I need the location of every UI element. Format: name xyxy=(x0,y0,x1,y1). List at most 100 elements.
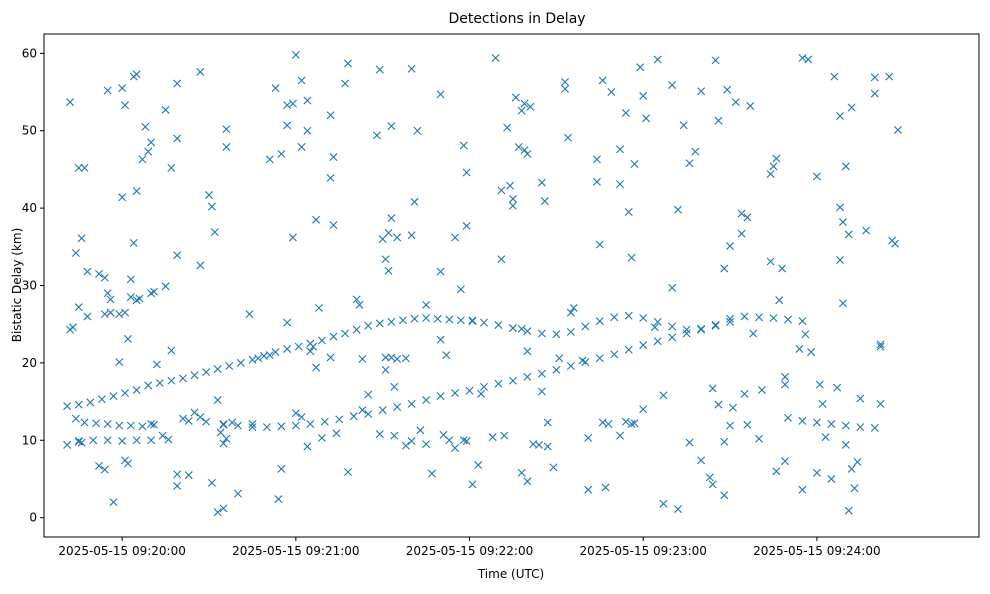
data-point xyxy=(838,218,847,227)
data-point xyxy=(459,141,468,150)
data-point xyxy=(74,437,83,446)
data-point xyxy=(297,142,306,151)
data-point xyxy=(398,316,407,325)
data-point xyxy=(555,354,564,363)
data-point xyxy=(147,436,156,445)
data-point xyxy=(384,228,393,237)
y-tick-label: 60 xyxy=(22,46,37,60)
data-point xyxy=(668,322,677,331)
data-point xyxy=(219,439,228,448)
data-point xyxy=(129,238,138,247)
data-point xyxy=(781,380,790,389)
data-point xyxy=(413,126,422,135)
data-point xyxy=(138,155,147,164)
data-point xyxy=(343,59,352,68)
data-point xyxy=(592,177,601,186)
x-tick-label: 2025-05-15 09:22:00 xyxy=(406,544,533,558)
data-point xyxy=(841,162,850,171)
data-point xyxy=(520,146,529,155)
data-point xyxy=(480,382,488,391)
data-point xyxy=(459,436,468,445)
data-point xyxy=(225,361,234,370)
data-point xyxy=(109,392,118,401)
data-point xyxy=(566,361,575,370)
data-point xyxy=(260,351,268,360)
data-point xyxy=(639,405,648,414)
data-point xyxy=(494,379,503,388)
data-point xyxy=(876,342,885,351)
data-point xyxy=(436,335,445,344)
data-point xyxy=(537,329,546,338)
data-point xyxy=(147,420,156,429)
data-point xyxy=(775,296,784,305)
data-point xyxy=(132,385,141,394)
data-point xyxy=(184,416,193,425)
data-point xyxy=(856,423,865,432)
data-point xyxy=(173,470,182,479)
data-point xyxy=(616,431,625,440)
data-point xyxy=(529,440,538,449)
data-point xyxy=(77,234,86,243)
data-point xyxy=(375,319,384,328)
data-point xyxy=(798,317,807,326)
data-point xyxy=(566,308,575,317)
data-point xyxy=(798,416,807,425)
data-point xyxy=(456,316,465,325)
data-point xyxy=(818,399,827,408)
data-point xyxy=(222,434,231,443)
data-point xyxy=(746,101,755,110)
data-point xyxy=(740,389,749,398)
data-point xyxy=(190,371,199,380)
data-point xyxy=(121,389,130,398)
data-point xyxy=(624,207,633,216)
data-point xyxy=(95,461,103,470)
data-point xyxy=(248,423,257,432)
data-point xyxy=(668,81,677,90)
data-point xyxy=(329,153,338,162)
data-point xyxy=(679,121,688,130)
data-point xyxy=(601,483,610,492)
data-point xyxy=(697,87,706,96)
data-point xyxy=(341,329,350,338)
data-point xyxy=(650,323,659,332)
data-point xyxy=(297,413,306,422)
data-point xyxy=(100,465,109,474)
data-point xyxy=(772,467,781,476)
data-point xyxy=(604,420,613,429)
data-point xyxy=(387,317,396,326)
data-point xyxy=(592,155,601,164)
data-point xyxy=(71,414,80,423)
data-point xyxy=(610,313,619,322)
data-point xyxy=(283,121,292,130)
data-point xyxy=(520,99,529,108)
data-point xyxy=(222,142,231,151)
data-point xyxy=(303,126,312,135)
data-point xyxy=(358,355,367,364)
data-point xyxy=(433,314,442,323)
data-point xyxy=(401,354,410,363)
data-point xyxy=(673,505,682,514)
data-point xyxy=(627,420,636,429)
data-point xyxy=(456,285,465,294)
data-point xyxy=(228,418,237,427)
data-point xyxy=(653,317,662,326)
data-point xyxy=(83,312,92,321)
data-point xyxy=(381,365,390,374)
data-point xyxy=(416,426,425,435)
x-axis-label: Time (UTC) xyxy=(477,567,544,581)
data-point xyxy=(537,369,546,378)
data-point xyxy=(233,489,242,498)
data-point xyxy=(375,65,384,74)
data-point xyxy=(80,418,89,427)
data-point xyxy=(488,433,497,442)
data-point xyxy=(312,215,321,224)
data-point xyxy=(118,193,127,202)
data-point xyxy=(639,341,648,350)
data-point xyxy=(184,471,193,480)
data-point xyxy=(726,314,735,323)
x-tick-label: 2025-05-15 09:24:00 xyxy=(753,544,880,558)
data-point xyxy=(89,436,98,445)
y-tick-label: 50 xyxy=(22,124,37,138)
data-point xyxy=(711,56,720,65)
data-point xyxy=(561,77,570,86)
